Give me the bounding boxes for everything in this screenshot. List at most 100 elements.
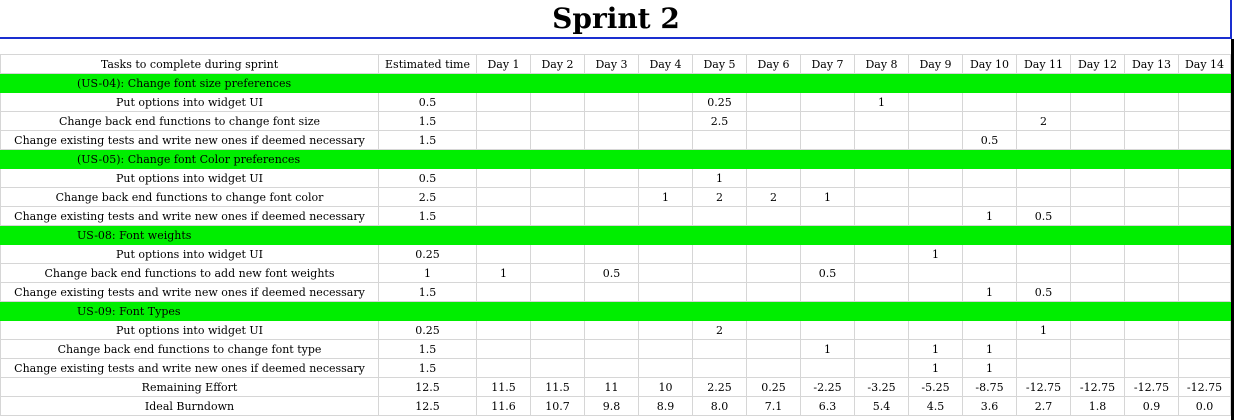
story-cell[interactable]: [962, 149, 1017, 169]
task-estimate[interactable]: 1.5: [378, 111, 477, 131]
task-day-cell[interactable]: [800, 244, 855, 264]
task-day-cell[interactable]: [584, 130, 639, 150]
task-day-cell[interactable]: 1: [908, 358, 963, 378]
task-day-cell[interactable]: [854, 282, 909, 302]
task-day-cell[interactable]: [1016, 358, 1071, 378]
task-day-cell[interactable]: [854, 263, 909, 283]
task-day-cell[interactable]: [1124, 92, 1179, 112]
story-cell[interactable]: [1124, 149, 1179, 169]
task-day-cell[interactable]: [584, 187, 639, 207]
task-day-cell[interactable]: 1: [692, 168, 747, 188]
task-day-cell[interactable]: [530, 263, 585, 283]
task-day-cell[interactable]: 2: [692, 320, 747, 340]
task-day-cell[interactable]: [746, 282, 801, 302]
task-day-cell[interactable]: [1070, 282, 1125, 302]
task-day-cell[interactable]: 2.5: [692, 111, 747, 131]
story-cell[interactable]: [962, 225, 1017, 245]
task-name[interactable]: Change back end functions to change font…: [0, 187, 379, 207]
story-cell[interactable]: [1070, 73, 1125, 93]
header-day-4[interactable]: Day 4: [638, 54, 693, 74]
task-day-cell[interactable]: [1070, 206, 1125, 226]
task-day-cell[interactable]: [692, 263, 747, 283]
task-estimate[interactable]: 1.5: [378, 339, 477, 359]
task-day-cell[interactable]: [584, 244, 639, 264]
story-label[interactable]: US-08: Font weights: [0, 225, 477, 245]
summary-estimate[interactable]: 12.5: [378, 377, 477, 397]
task-day-cell[interactable]: [800, 111, 855, 131]
task-day-cell[interactable]: [476, 282, 531, 302]
summary-day-cell[interactable]: -2.25: [800, 377, 855, 397]
task-name[interactable]: Put options into widget UI: [0, 320, 379, 340]
story-cell[interactable]: [1070, 225, 1125, 245]
summary-estimate[interactable]: 12.5: [378, 396, 477, 416]
task-day-cell[interactable]: [1124, 130, 1179, 150]
task-day-cell[interactable]: [530, 206, 585, 226]
task-day-cell[interactable]: [638, 168, 693, 188]
task-day-cell[interactable]: [908, 92, 963, 112]
header-day-5[interactable]: Day 5: [692, 54, 747, 74]
summary-day-cell[interactable]: 11.5: [530, 377, 585, 397]
task-day-cell[interactable]: [1178, 206, 1231, 226]
story-cell[interactable]: [584, 73, 639, 93]
story-cell[interactable]: [746, 301, 801, 321]
task-day-cell[interactable]: [1070, 320, 1125, 340]
story-cell[interactable]: [692, 225, 747, 245]
task-day-cell[interactable]: 1: [962, 358, 1017, 378]
header-day-13[interactable]: Day 13: [1124, 54, 1179, 74]
task-day-cell[interactable]: [638, 358, 693, 378]
task-estimate[interactable]: 1.5: [378, 282, 477, 302]
task-day-cell[interactable]: [476, 130, 531, 150]
task-day-cell[interactable]: [1124, 320, 1179, 340]
task-estimate[interactable]: 0.5: [378, 168, 477, 188]
task-day-cell[interactable]: 0.5: [1016, 206, 1071, 226]
task-day-cell[interactable]: [800, 282, 855, 302]
summary-day-cell[interactable]: 0.25: [746, 377, 801, 397]
task-day-cell[interactable]: 0.5: [1016, 282, 1071, 302]
task-day-cell[interactable]: [530, 244, 585, 264]
task-day-cell[interactable]: 1: [476, 263, 531, 283]
task-day-cell[interactable]: [908, 206, 963, 226]
story-cell[interactable]: [692, 301, 747, 321]
task-name[interactable]: Put options into widget UI: [0, 168, 379, 188]
task-day-cell[interactable]: 1: [800, 339, 855, 359]
story-cell[interactable]: [476, 149, 531, 169]
story-cell[interactable]: [1016, 225, 1071, 245]
task-estimate[interactable]: 1.5: [378, 358, 477, 378]
task-day-cell[interactable]: [530, 168, 585, 188]
task-day-cell[interactable]: [1124, 111, 1179, 131]
task-day-cell[interactable]: [854, 111, 909, 131]
story-label[interactable]: (US-05): Change font Color preferences: [0, 149, 477, 169]
task-estimate[interactable]: 1: [378, 263, 477, 283]
task-day-cell[interactable]: [962, 244, 1017, 264]
task-day-cell[interactable]: [1178, 339, 1231, 359]
task-day-cell[interactable]: [530, 130, 585, 150]
task-day-cell[interactable]: [746, 358, 801, 378]
summary-day-cell[interactable]: 0.9: [1124, 396, 1179, 416]
task-day-cell[interactable]: [854, 187, 909, 207]
task-day-cell[interactable]: [584, 282, 639, 302]
task-day-cell[interactable]: [530, 320, 585, 340]
summary-label[interactable]: Ideal Burndown: [0, 396, 379, 416]
task-day-cell[interactable]: [584, 168, 639, 188]
story-cell[interactable]: [908, 301, 963, 321]
story-cell[interactable]: [1016, 73, 1071, 93]
task-day-cell[interactable]: 1: [854, 92, 909, 112]
story-cell[interactable]: [800, 149, 855, 169]
story-cell[interactable]: [1178, 301, 1231, 321]
header-day-8[interactable]: Day 8: [854, 54, 909, 74]
task-day-cell[interactable]: [800, 320, 855, 340]
story-cell[interactable]: [476, 225, 531, 245]
task-day-cell[interactable]: 1: [1016, 320, 1071, 340]
task-day-cell[interactable]: [530, 92, 585, 112]
story-cell[interactable]: [854, 73, 909, 93]
task-day-cell[interactable]: [908, 130, 963, 150]
summary-day-cell[interactable]: 8.9: [638, 396, 693, 416]
task-day-cell[interactable]: [800, 92, 855, 112]
story-cell[interactable]: [692, 149, 747, 169]
task-day-cell[interactable]: [746, 92, 801, 112]
task-day-cell[interactable]: [746, 339, 801, 359]
task-day-cell[interactable]: [854, 168, 909, 188]
task-name[interactable]: Put options into widget UI: [0, 244, 379, 264]
task-day-cell[interactable]: [746, 320, 801, 340]
task-day-cell[interactable]: [476, 92, 531, 112]
